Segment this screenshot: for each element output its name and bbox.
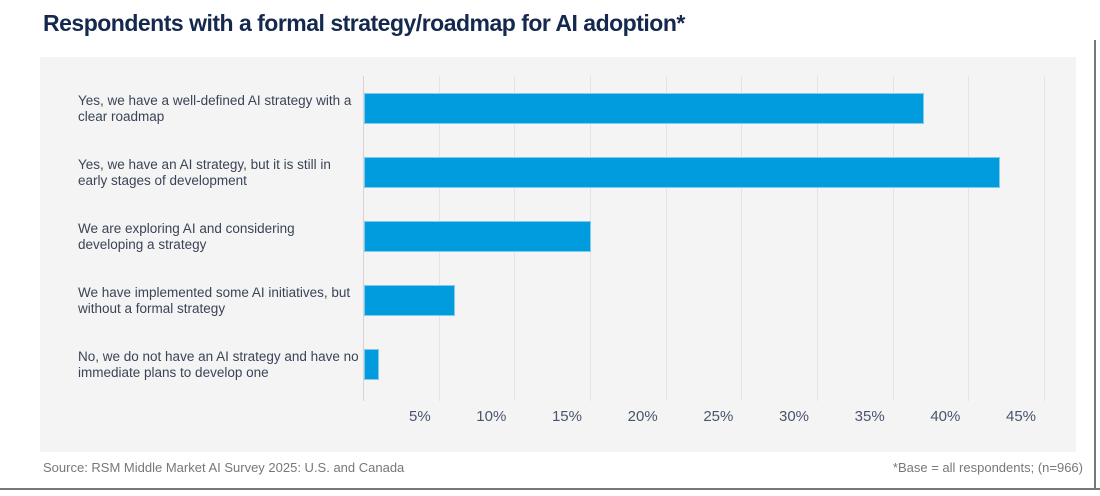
- chart-panel: Yes, we have a well-defined AI strategy …: [40, 57, 1076, 452]
- x-tick-label-30%: 30%: [778, 408, 810, 425]
- x-tick-label-5%: 5%: [408, 408, 431, 425]
- gridline-45: [1044, 76, 1046, 401]
- category-label-2: Yes, we have an AI strategy, but it is s…: [78, 156, 331, 188]
- category-label-3: We are exploring AI and considering deve…: [78, 220, 295, 252]
- gridline-20: [665, 76, 667, 401]
- x-tick-label-40%: 40%: [930, 408, 961, 425]
- right-divider: [1094, 40, 1096, 490]
- x-tick-label-10%: 10%: [476, 408, 507, 425]
- gridline-25: [741, 76, 743, 401]
- category-label-1: Yes, we have a well-defined AI strategy …: [78, 92, 352, 124]
- x-tick-label-25%: 25%: [703, 408, 734, 425]
- footer-base-note: *Base = all respondents; (n=966): [892, 460, 1083, 475]
- gridline-30: [817, 76, 819, 401]
- gridline-40: [968, 76, 970, 401]
- plot-area: 5% 10% 15% 20% 25% 30% 35% 40% 45%: [363, 76, 1076, 425]
- bar-row-5: [364, 349, 380, 380]
- chart-title: Respondents with a formal strategy/roadm…: [43, 10, 685, 36]
- bar-row-1: [364, 93, 924, 124]
- x-tick-label-35%: 35%: [854, 408, 885, 425]
- x-axis-line: [363, 76, 364, 401]
- footer-source: Source: RSM Middle Market AI Survey 2025…: [43, 460, 405, 475]
- gridline-35: [892, 76, 894, 401]
- category-label-4: We have implemented some AI initiatives,…: [78, 284, 351, 316]
- bar-row-4: [364, 285, 455, 316]
- bar-row-2: [364, 157, 1000, 188]
- x-tick-label-20%: 20%: [627, 408, 658, 425]
- category-label-5: No, we do not have an AI strategy and ha…: [78, 348, 359, 380]
- x-tick-label-45%: 45%: [1005, 408, 1037, 425]
- bar-row-3: [364, 221, 591, 252]
- bottom-divider: [0, 488, 1100, 490]
- x-tick-label-15%: 15%: [551, 408, 582, 425]
